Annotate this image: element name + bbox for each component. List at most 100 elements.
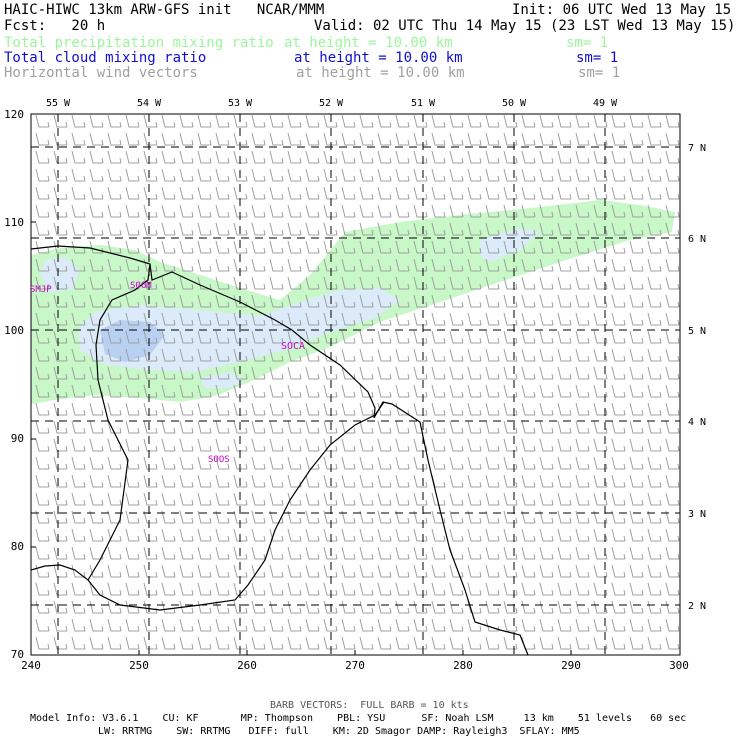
wind-barb [125,456,140,470]
wind-barb [575,150,590,164]
wind-barb [341,564,356,578]
wind-barb [125,510,140,524]
wind-barb [323,222,338,236]
wind-barb [53,492,68,506]
wind-barb [413,474,428,488]
wind-barb [557,474,572,488]
wind-barb [593,348,608,362]
wind-barb [107,474,122,488]
wind-barb [251,582,266,596]
wind-barb [35,312,50,326]
wind-barb [215,348,230,362]
wind-barb [323,546,338,560]
wind-barb [341,636,356,650]
wind-barb [557,456,572,470]
wind-barb [71,204,86,218]
wind-barb [557,312,572,326]
wind-barb [395,114,410,128]
wind-barb [179,636,194,650]
wind-barb [53,258,68,272]
wind-barb [503,636,518,650]
wind-barb [575,546,590,560]
wind-barb [107,438,122,452]
wind-barb [611,204,626,218]
wind-barb [71,456,86,470]
wind-barb [161,492,176,506]
wind-barb [413,510,428,524]
wind-barb [575,402,590,416]
wind-barb [215,312,230,326]
wind-barb [611,420,626,434]
wind-barb [431,438,446,452]
wind-barb [611,114,626,128]
wind-barb [143,150,158,164]
wind-barb [287,366,302,380]
wind-barb [449,618,464,632]
wind-barb [53,582,68,596]
wind-barb [557,582,572,596]
wind-barb [557,348,572,362]
wind-barb [503,330,518,344]
wind-barb [341,222,356,236]
wind-barb [413,402,428,416]
wind-barb [539,348,554,362]
wind-barb [413,348,428,362]
wind-barb [395,240,410,254]
wind-barb [611,456,626,470]
wind-barb [539,294,554,308]
wind-barb [647,366,662,380]
wind-barb [215,618,230,632]
wind-barb [557,384,572,398]
wind-barb [143,510,158,524]
wind-barb [359,330,374,344]
wind-barb [647,186,662,200]
field-1-smoothing: sm= 1 [566,35,609,51]
wind-barb [539,564,554,578]
wind-barb [269,330,284,344]
wind-barb [395,132,410,146]
wind-barb [215,132,230,146]
wind-barb [125,600,140,614]
wind-barb [53,204,68,218]
wind-barb [431,564,446,578]
wind-barb [233,114,248,128]
wind-barb [269,528,284,542]
wind-barb [431,618,446,632]
wind-barb [395,510,410,524]
wind-barb [377,600,392,614]
wind-barb [575,384,590,398]
wind-barb [197,240,212,254]
wind-barb [53,384,68,398]
wind-barb [233,438,248,452]
wind-barb [143,564,158,578]
wind-barb [431,294,446,308]
wind-barb [125,114,140,128]
wind-barb [485,600,500,614]
wind-barb [575,510,590,524]
wind-barb [161,276,176,290]
wind-barb [251,348,266,362]
wind-barb [269,564,284,578]
wind-barb [179,582,194,596]
wind-barb [251,528,266,542]
wind-barb [413,114,428,128]
wind-barb [485,384,500,398]
wind-barb [377,474,392,488]
wind-barb [251,474,266,488]
wind-barb [161,600,176,614]
wind-barb [197,186,212,200]
wind-barb [557,114,572,128]
wind-barb [287,240,302,254]
wind-barb [35,366,50,380]
wind-barb [431,420,446,434]
wind-barb [89,168,104,182]
wind-barb [215,222,230,236]
wind-barb [71,528,86,542]
wind-barb [143,132,158,146]
wind-barb [89,384,104,398]
wind-barb [593,636,608,650]
wind-barb [161,132,176,146]
wind-barb [341,528,356,542]
wind-barb [503,492,518,506]
wind-barb [323,312,338,326]
